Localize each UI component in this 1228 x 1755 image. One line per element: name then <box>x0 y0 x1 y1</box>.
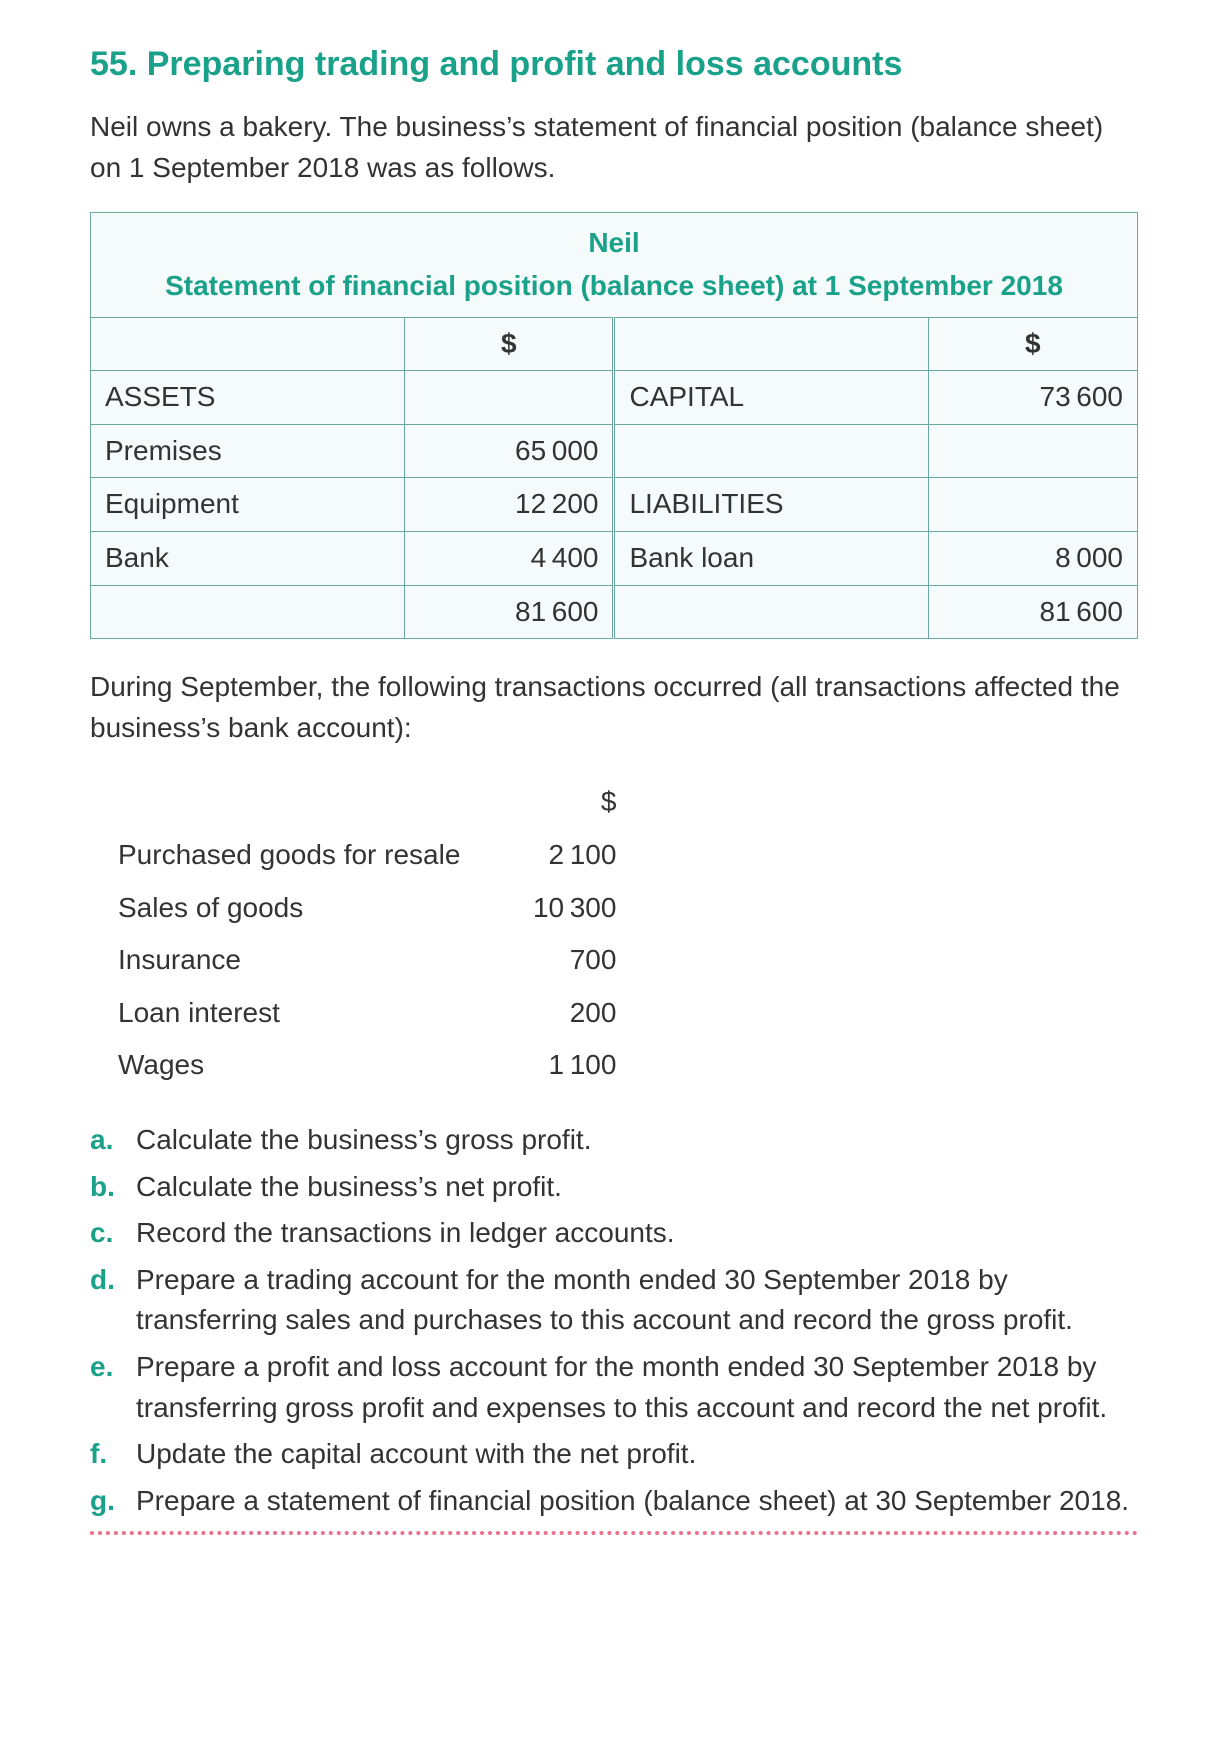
sheet-right-label-header <box>614 317 928 371</box>
tx-row-3-value: 200 <box>478 987 634 1040</box>
transactions-table: $ Purchased goods for resale 2 100 Sales… <box>90 776 1138 1092</box>
left-row-2-value: 4 400 <box>405 532 614 586</box>
question-marker: b. <box>90 1167 136 1208</box>
right-row-3-label: Bank loan <box>614 532 928 586</box>
assets-heading: ASSETS <box>91 371 405 425</box>
list-item: c. Record the transactions in ledger acc… <box>90 1213 1138 1254</box>
question-marker: d. <box>90 1260 136 1301</box>
tx-row-2-value: 700 <box>478 934 634 987</box>
question-marker: g. <box>90 1481 136 1522</box>
sheet-left-label-header <box>91 317 405 371</box>
right-row-0-value: 73 600 <box>928 371 1137 425</box>
left-row-1-value: 12 200 <box>405 478 614 532</box>
list-item: d. Prepare a trading account for the mon… <box>90 1260 1138 1341</box>
list-item: f. Update the capital account with the n… <box>90 1434 1138 1475</box>
list-item: b. Calculate the business’s net profit. <box>90 1167 1138 1208</box>
tx-row-2-label: Insurance <box>100 934 478 987</box>
balance-sheet-table: Neil Statement of financial position (ba… <box>90 212 1138 639</box>
intro-paragraph: Neil owns a bakery. The business’s state… <box>90 107 1138 188</box>
right-row-3-value: 8 000 <box>928 532 1137 586</box>
left-row-2-label: Bank <box>91 532 405 586</box>
question-text: Prepare a statement of financial positio… <box>136 1481 1138 1522</box>
section-title: Preparing trading and profit and loss ac… <box>147 45 903 83</box>
right-total-value: 81 600 <box>928 585 1137 639</box>
tx-row-4-value: 1 100 <box>478 1039 634 1092</box>
left-row-0-label: Premises <box>91 424 405 478</box>
right-row-1-value <box>928 424 1137 478</box>
section-heading: 55. Preparing trading and profit and los… <box>90 40 1138 89</box>
right-row-0-label: CAPITAL <box>614 371 928 425</box>
sheet-right-currency-header: $ <box>928 317 1137 371</box>
after-sheet-paragraph: During September, the following transact… <box>90 667 1138 748</box>
left-total-value: 81 600 <box>405 585 614 639</box>
question-marker: e. <box>90 1347 136 1388</box>
sheet-title-line2: Statement of financial position (balance… <box>91 266 1138 317</box>
left-row-1-label: Equipment <box>91 478 405 532</box>
right-row-2-value <box>928 478 1137 532</box>
table-row: Purchased goods for resale 2 100 <box>100 829 634 882</box>
tx-row-0-value: 2 100 <box>478 829 634 882</box>
question-text: Calculate the business’s gross profit. <box>136 1120 1138 1161</box>
table-row: Loan interest 200 <box>100 987 634 1040</box>
table-row: Wages 1 100 <box>100 1039 634 1092</box>
sheet-left-currency-header: $ <box>405 317 614 371</box>
right-row-1-label <box>614 424 928 478</box>
list-item: g. Prepare a statement of financial posi… <box>90 1481 1138 1522</box>
sheet-title-line1: Neil <box>91 213 1138 266</box>
table-row: Sales of goods 10 300 <box>100 882 634 935</box>
question-text: Record the transactions in ledger accoun… <box>136 1213 1138 1254</box>
tx-row-0-label: Purchased goods for resale <box>100 829 478 882</box>
tx-row-4-label: Wages <box>100 1039 478 1092</box>
assets-heading-value <box>405 371 614 425</box>
question-marker: f. <box>90 1434 136 1475</box>
left-row-0-value: 65 000 <box>405 424 614 478</box>
question-list: a. Calculate the business’s gross profit… <box>90 1120 1138 1521</box>
right-total-label <box>614 585 928 639</box>
question-marker: a. <box>90 1120 136 1161</box>
list-item: e. Prepare a profit and loss account for… <box>90 1347 1138 1428</box>
left-total-label <box>91 585 405 639</box>
question-marker: c. <box>90 1213 136 1254</box>
question-text: Calculate the business’s net profit. <box>136 1167 1138 1208</box>
tx-row-3-label: Loan interest <box>100 987 478 1040</box>
question-text: Update the capital account with the net … <box>136 1434 1138 1475</box>
tx-row-1-value: 10 300 <box>478 882 634 935</box>
tx-row-1-label: Sales of goods <box>100 882 478 935</box>
right-row-2-label: LIABILITIES <box>614 478 928 532</box>
tx-currency-header: $ <box>478 776 634 829</box>
table-row: Insurance 700 <box>100 934 634 987</box>
dotted-divider <box>90 1531 1138 1535</box>
tx-label-header <box>100 776 478 829</box>
question-text: Prepare a trading account for the month … <box>136 1260 1138 1341</box>
list-item: a. Calculate the business’s gross profit… <box>90 1120 1138 1161</box>
question-text: Prepare a profit and loss account for th… <box>136 1347 1138 1428</box>
section-number: 55. <box>90 45 137 83</box>
